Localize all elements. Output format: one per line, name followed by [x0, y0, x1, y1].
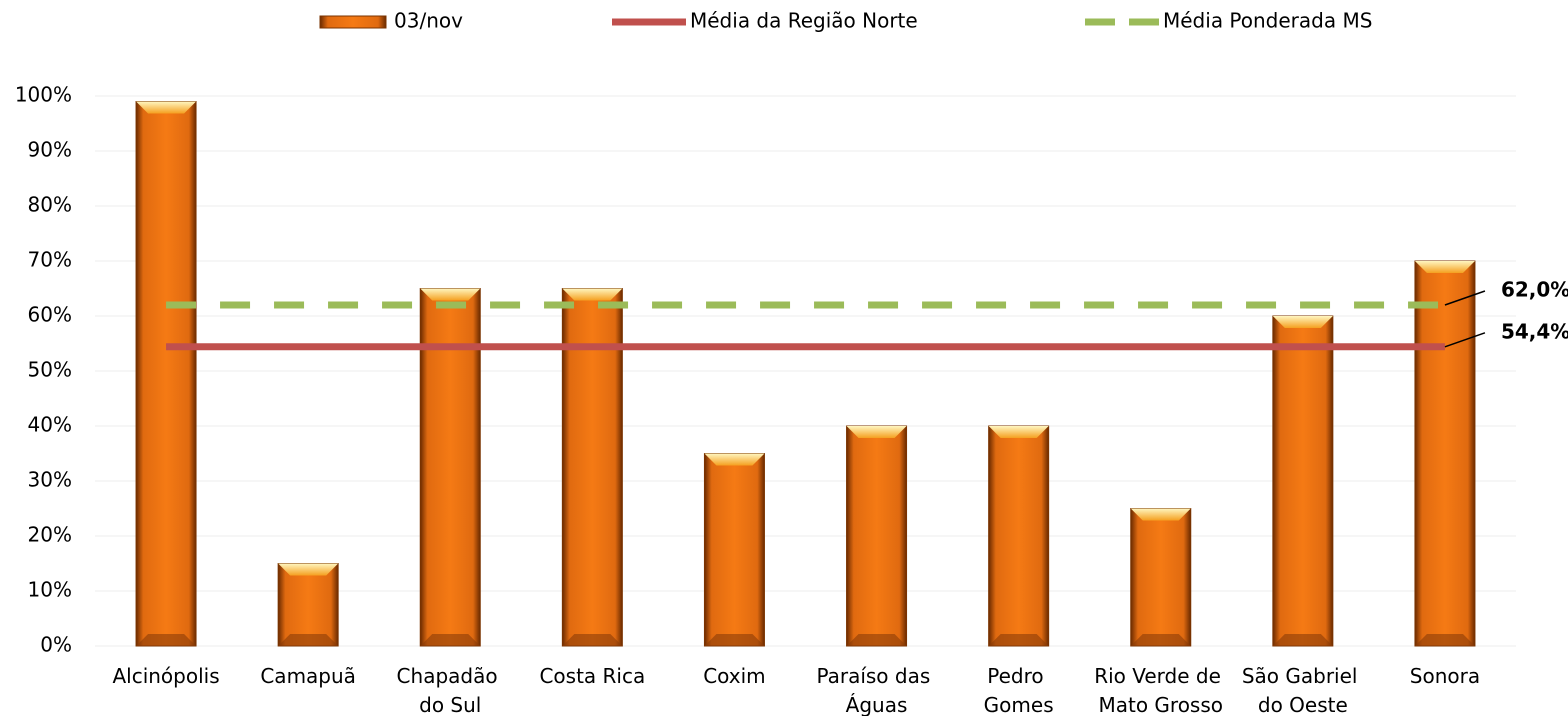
x-tick-label: Paraíso das Águas [816, 664, 936, 716]
bar-bevel-top [988, 426, 1049, 438]
x-tick-label: Costa Rica [539, 664, 645, 688]
bar [988, 425, 1050, 647]
bar-body [703, 453, 765, 647]
bar-bevel-bottom [846, 634, 907, 646]
bar-bevel-top [562, 288, 623, 301]
bar-bevel-bottom [988, 634, 1049, 646]
bar [561, 288, 623, 647]
leader-line [1444, 290, 1486, 306]
bar-bevel-top [1130, 508, 1191, 521]
bar-body [1414, 260, 1476, 647]
y-tick-label: 90% [28, 138, 72, 162]
bar [1414, 260, 1476, 647]
bar-bevel-bottom [1414, 634, 1475, 646]
bar-body [1272, 315, 1334, 647]
bar [1272, 315, 1334, 647]
y-tick-label: 50% [28, 358, 72, 382]
bar-bevel-top [846, 426, 907, 438]
bar-body [561, 288, 623, 647]
bar-bevel-top [1272, 316, 1333, 328]
bar [703, 453, 765, 647]
bar [1130, 508, 1192, 647]
y-tick-label: 0% [40, 633, 72, 657]
x-tick-label: Sonora [1410, 664, 1480, 688]
bar-body [846, 425, 908, 647]
y-tick-label: 80% [28, 193, 72, 217]
bar-body [135, 101, 197, 647]
bar-bevel-top [278, 563, 339, 576]
bar [277, 563, 339, 647]
x-tick-label: Alcinópolis [112, 664, 219, 688]
x-tick-label: Chapadão do Sul [397, 664, 504, 716]
leader-line [1444, 332, 1486, 348]
x-tick-label: Pedro Gomes [984, 664, 1054, 716]
bar-body [1130, 508, 1192, 647]
y-tick-label: 10% [28, 578, 72, 602]
x-tick-label: Rio Verde de Mato Grosso [1094, 664, 1227, 716]
bar-bevel-bottom [420, 634, 481, 646]
legend-swatch [319, 15, 387, 29]
legend-label: Média da Região Norte [690, 9, 918, 33]
bar-body [277, 563, 339, 647]
y-tick-label: 40% [28, 413, 72, 437]
x-tick-label: Coxim [703, 664, 765, 688]
bar-bevel-bottom [278, 634, 339, 646]
reference-label: 54,4% [1501, 319, 1568, 343]
bar-bevel-bottom [1130, 634, 1191, 646]
reference-label: 62,0% [1501, 278, 1568, 302]
bar [846, 425, 908, 647]
bar-bevel-bottom [704, 634, 765, 646]
bar-bevel-top [136, 101, 197, 114]
bar-bevel-bottom [1272, 634, 1333, 646]
bar-bevel-top [1414, 261, 1475, 273]
legend-label: Média Ponderada MS [1163, 9, 1372, 33]
bar-body [988, 425, 1050, 647]
y-tick-label: 20% [28, 523, 72, 547]
y-tick-label: 60% [28, 303, 72, 327]
bar [419, 288, 481, 647]
bar-bevel-bottom [136, 634, 197, 646]
bar-bevel-top [420, 288, 481, 301]
bar [135, 101, 197, 647]
x-tick-label: São Gabriel do Oeste [1242, 664, 1364, 716]
bar-bevel-top [704, 453, 765, 466]
x-tick-label: Camapuã [260, 664, 356, 688]
y-tick-label: 100% [15, 83, 72, 107]
bar-bevel-bottom [562, 634, 623, 646]
y-tick-label: 70% [28, 248, 72, 272]
y-tick-label: 30% [28, 468, 72, 492]
bar-body [419, 288, 481, 647]
legend-label: 03/nov [394, 9, 463, 33]
